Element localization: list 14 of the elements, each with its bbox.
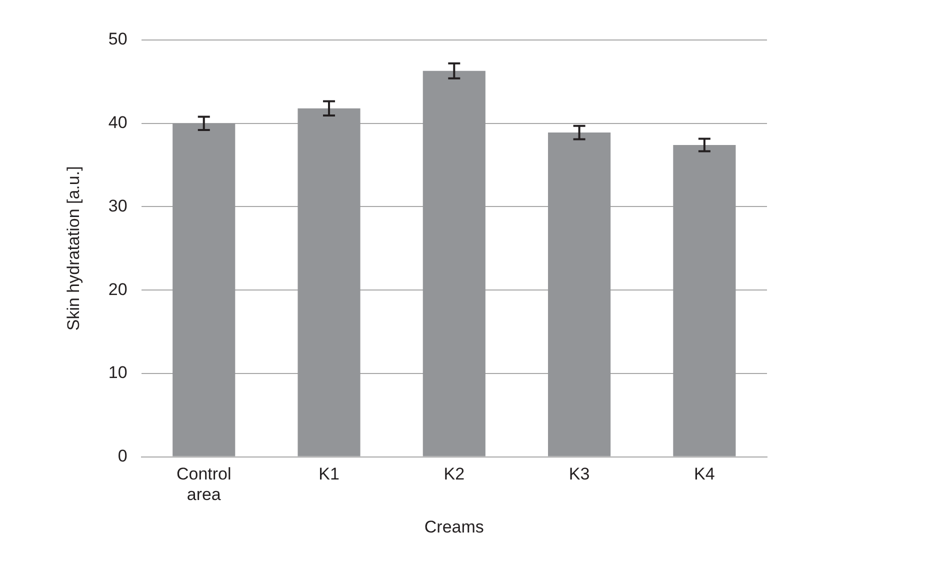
- y-tick-label: 10: [108, 363, 128, 382]
- y-tick-label: 50: [108, 30, 128, 49]
- y-tick-label: 30: [108, 196, 128, 216]
- category-label: Control: [176, 464, 232, 484]
- x-tick-label: K4: [694, 464, 715, 484]
- y-tick-label: 20: [108, 280, 128, 299]
- x-axis-title: Creams: [424, 517, 484, 536]
- x-tick-label: K1: [318, 464, 340, 484]
- y-tick-label: 0: [118, 446, 128, 466]
- x-tick-label: K2: [444, 464, 465, 484]
- category-label: area: [186, 485, 221, 504]
- y-tick-label: 40: [108, 113, 128, 132]
- y-axis-title: Skin hydratation [a.u.]: [64, 166, 83, 331]
- x-tick-label: K3: [568, 464, 590, 484]
